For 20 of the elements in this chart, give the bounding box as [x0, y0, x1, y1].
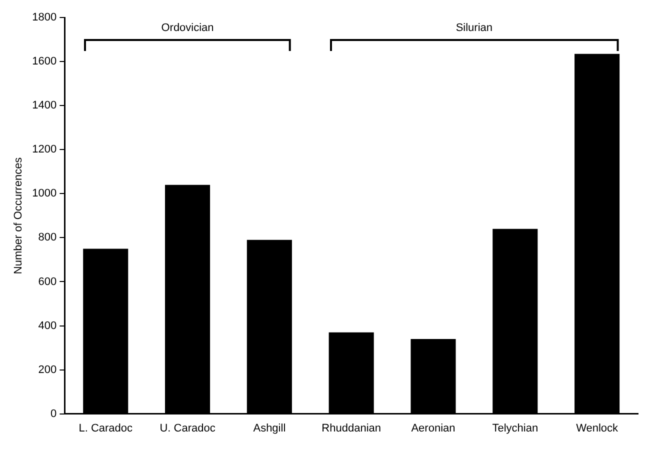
annotation: Silurian [454, 22, 494, 34]
y-tick-label: 1600 [32, 56, 57, 68]
y-tick-label: 400 [38, 320, 57, 332]
y-tick-label: 1000 [32, 188, 57, 200]
y-tick-label: 1800 [32, 12, 57, 24]
y-tick-label: 1400 [32, 100, 57, 112]
x-tick-label: Aeronian [411, 422, 456, 434]
x-tick-label: Wenlock [576, 422, 619, 434]
y-tick-label: 0 [50, 408, 57, 420]
x-tick-label: Rhuddanian [322, 422, 382, 434]
y-tick-label: 200 [38, 364, 57, 376]
x-tick-label: Telychian [492, 422, 538, 434]
x-tick-label: U. Caradoc [160, 422, 216, 434]
x-tick-label: Ashgill [253, 422, 286, 434]
y-tick-label: 1200 [32, 144, 57, 156]
annotation: Ordovician [160, 22, 215, 34]
y-tick-label: 600 [38, 276, 57, 288]
y-tick-label: 800 [38, 232, 57, 244]
y-axis-title: Number of Occurrences [12, 156, 25, 274]
x-tick-label: L. Caradoc [78, 422, 134, 434]
